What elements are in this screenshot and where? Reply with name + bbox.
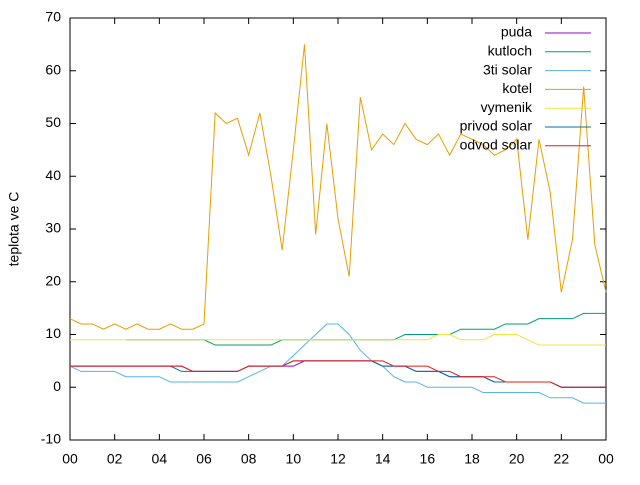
y-tick-label: 40 — [45, 167, 61, 183]
series-line — [69, 44, 607, 330]
x-tick-label: 20 — [509, 451, 525, 467]
series-line — [70, 360, 606, 388]
x-tick-label: 22 — [554, 451, 570, 467]
legend-label: kutloch — [488, 43, 532, 59]
y-tick-label: 20 — [45, 272, 61, 288]
x-tick-label: 16 — [420, 451, 436, 467]
y-tick-label: 0 — [53, 378, 61, 394]
y-tick-label: 10 — [45, 325, 61, 341]
x-tick-label: 14 — [375, 451, 391, 467]
legend-label: odvod solar — [460, 137, 533, 153]
y-tick-label: 70 — [45, 9, 61, 25]
legend-label: privod solar — [460, 118, 533, 134]
y-tick-label: 30 — [45, 220, 61, 236]
series-line — [70, 360, 606, 388]
x-tick-label: 18 — [464, 451, 480, 467]
series-line — [70, 360, 606, 388]
x-tick-label: 08 — [241, 451, 257, 467]
legend-label: kotel — [502, 80, 532, 96]
x-tick-label: 12 — [330, 451, 346, 467]
series-line — [125, 312, 606, 346]
legend-label: puda — [501, 24, 532, 40]
y-axis-label: teplota ve C — [6, 192, 22, 267]
legend-label: vymenik — [481, 99, 533, 115]
legend-label: 3ti solar — [483, 61, 532, 77]
x-tick-label: 02 — [107, 451, 123, 467]
series-line — [69, 323, 606, 404]
series-line — [70, 334, 606, 346]
x-tick-label: 06 — [196, 451, 212, 467]
x-tick-label: 00 — [598, 451, 614, 467]
y-tick-label: 50 — [45, 114, 61, 130]
y-tick-label: -10 — [41, 431, 61, 447]
x-tick-label: 10 — [286, 451, 302, 467]
x-tick-label: 04 — [152, 451, 168, 467]
y-tick-label: 60 — [45, 61, 61, 77]
x-tick-label: 00 — [62, 451, 78, 467]
